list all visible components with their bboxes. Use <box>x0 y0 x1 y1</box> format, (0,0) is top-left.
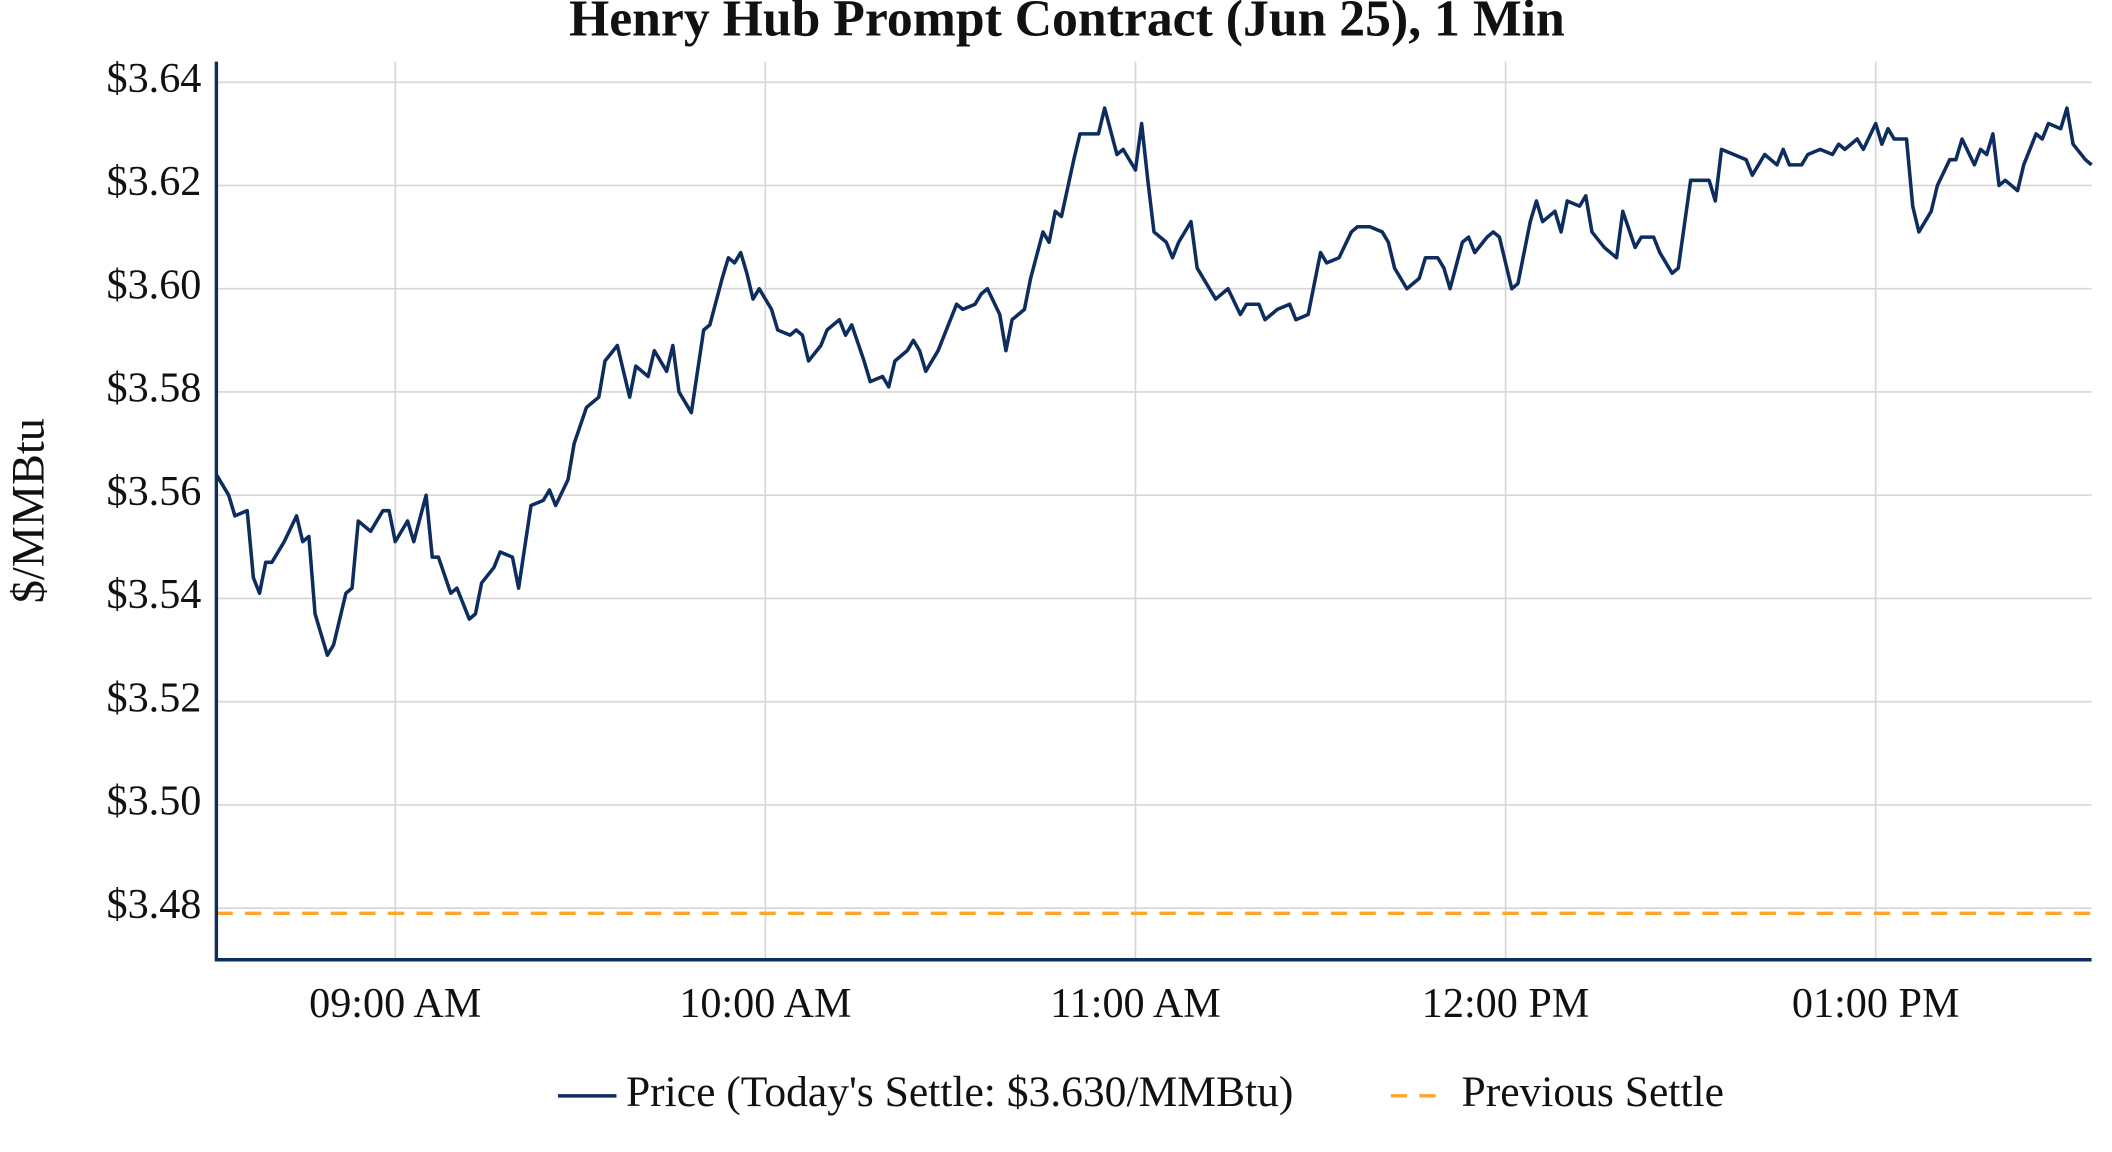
y-tick-label: $3.48 <box>107 881 202 928</box>
x-tick-label: 11:00 AM <box>1050 980 1221 1027</box>
chart-title: Henry Hub Prompt Contract (Jun 25), 1 Mi… <box>569 0 1565 47</box>
x-tick-label: 09:00 AM <box>309 980 481 1027</box>
x-tick-label: 12:00 PM <box>1422 980 1590 1027</box>
y-tick-label: $3.56 <box>107 468 202 515</box>
x-tick-label: 10:00 AM <box>679 980 851 1027</box>
y-tick-label: $3.52 <box>107 674 202 721</box>
legend-label: Price (Today's Settle: $3.630/MMBtu) <box>626 1068 1293 1116</box>
y-tick-label: $3.60 <box>107 261 202 308</box>
y-tick-label: $3.62 <box>107 158 202 205</box>
y-tick-label: $3.50 <box>107 778 202 825</box>
y-axis-label: $/MMBtu <box>3 418 54 603</box>
y-tick-label: $3.64 <box>107 55 202 102</box>
price-line <box>214 106 2093 657</box>
y-tick-label: $3.58 <box>107 365 202 412</box>
y-tick-label: $3.54 <box>107 571 202 618</box>
legend-label: Previous Settle <box>1462 1068 1724 1116</box>
x-tick-label: 01:00 PM <box>1792 980 1960 1027</box>
